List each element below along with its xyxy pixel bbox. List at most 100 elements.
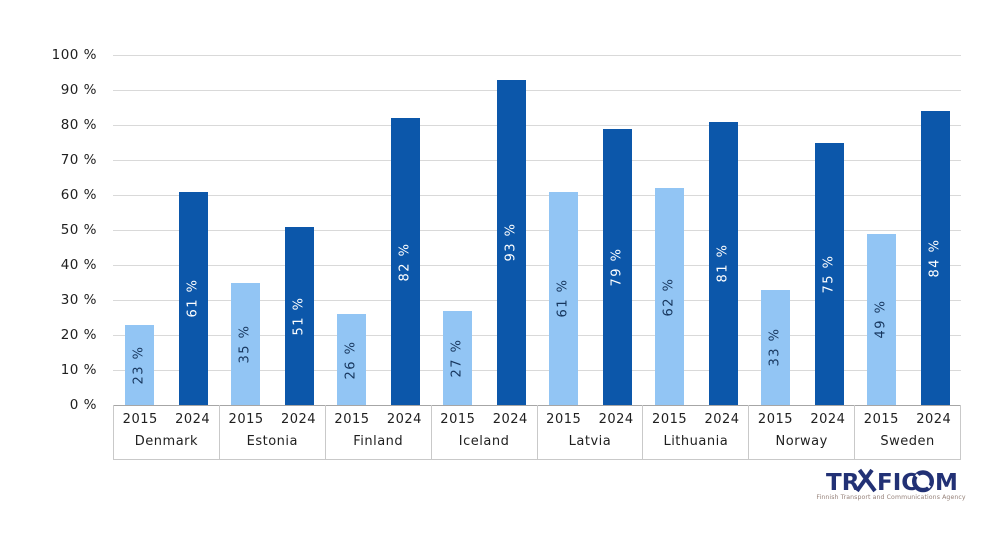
x-axis-cell: 2015 2024 Lithuania <box>642 405 748 459</box>
x-axis-cell: 2015 2024 Estonia <box>218 405 325 459</box>
bar-2024: 61 % <box>178 191 208 405</box>
country-label: Sweden <box>880 434 935 449</box>
x-axis-cell: 2015 2024 Iceland <box>430 405 537 459</box>
y-tick-label: 90 % <box>60 82 97 98</box>
x-axis-cell: 2015 2024 Sweden <box>854 405 961 459</box>
x-axis-cell: 2015 2024 Finland <box>324 405 431 459</box>
plot-area: 23 % 61 % 35 % 51 % 26 % 82 % 27 % 93 % 61 % 79 %… <box>113 55 961 406</box>
gridline <box>113 300 961 301</box>
country-label: Finland <box>353 434 404 449</box>
year-label: 2015 <box>334 412 370 427</box>
y-axis: 100 % 90 % 80 % 70 % 60 % 50 % 40 % 30 % 20 % 10 … <box>0 47 97 413</box>
bar-2015: 33 % <box>760 289 790 405</box>
x-axis: 2015 2024 Denmark 2015 2024 Estonia 2015 2024 Fi… <box>113 405 961 460</box>
bar-2024: 75 % <box>814 142 844 405</box>
bar-2024: 51 % <box>284 226 314 405</box>
logo-stylized-a-icon <box>855 468 877 493</box>
year-label: 2024 <box>598 412 634 427</box>
bar-2015: 61 % <box>548 191 578 405</box>
year-label: 2015 <box>863 412 899 427</box>
logo-text-tr: TR <box>826 470 860 495</box>
bar-group: 27 % 93 % <box>431 55 537 405</box>
gridline <box>113 90 961 91</box>
country-label: Estonia <box>246 434 298 449</box>
year-labels: 2015 2024 <box>749 412 854 427</box>
y-tick-label: 40 % <box>60 257 97 273</box>
year-label: 2024 <box>810 412 846 427</box>
year-label: 2015 <box>122 412 158 427</box>
bar-value-label: 62 % <box>661 276 677 317</box>
bar-group: 33 % 75 % <box>749 55 855 405</box>
year-label: 2015 <box>652 412 688 427</box>
logo-text-fic: FIC <box>877 470 918 495</box>
year-labels: 2015 2024 <box>855 412 960 427</box>
year-label: 2015 <box>228 412 264 427</box>
bar-value-label: 26 % <box>343 339 359 380</box>
x-axis-cell: 2015 2024 Norway <box>748 405 854 459</box>
gridline <box>113 55 961 56</box>
bar-2024: 93 % <box>496 79 526 405</box>
bar-value-label: 61 % <box>185 278 201 318</box>
bar-2015: 35 % <box>230 282 260 405</box>
bar-2015: 27 % <box>442 310 472 405</box>
bar-value-label: 61 % <box>555 278 571 318</box>
year-labels: 2015 2024 <box>220 412 325 427</box>
year-labels: 2015 2024 <box>432 412 537 427</box>
year-labels: 2015 2024 <box>326 412 431 427</box>
bar-2024: 84 % <box>920 111 950 405</box>
gridline <box>113 125 961 126</box>
x-axis-cell: 2015 2024 Latvia <box>536 405 643 459</box>
y-tick-label: 50 % <box>60 222 97 238</box>
gridline <box>113 195 961 196</box>
year-labels: 2015 2024 <box>114 412 219 427</box>
bar-2015: 49 % <box>866 233 896 405</box>
year-label: 2024 <box>916 412 952 427</box>
y-tick-label: 30 % <box>60 292 97 308</box>
gridline <box>113 230 961 231</box>
y-tick-label: 0 % <box>69 397 97 413</box>
y-tick-label: 100 % <box>51 47 97 63</box>
bar-value-label: 27 % <box>449 338 465 378</box>
bar-value-label: 81 % <box>715 243 731 283</box>
bar-value-label: 79 % <box>609 247 625 287</box>
bar-2015: 23 % <box>124 324 154 405</box>
year-label: 2024 <box>280 412 317 427</box>
bar-value-label: 82 % <box>397 241 413 282</box>
bar-value-label: 75 % <box>821 254 837 294</box>
y-tick-label: 60 % <box>60 187 97 203</box>
x-axis-cell: 2015 2024 Denmark <box>113 405 219 459</box>
y-tick-label: 20 % <box>60 327 97 343</box>
bar-2024: 82 % <box>390 118 420 405</box>
bar-value-label: 35 % <box>237 324 253 364</box>
bar-value-label: 51 % <box>291 296 307 336</box>
country-label: Lithuania <box>663 434 729 449</box>
bar-group: 62 % 81 % <box>643 55 749 405</box>
gridline <box>113 335 961 336</box>
bar-value-label: 49 % <box>873 299 889 339</box>
y-tick-label: 10 % <box>60 362 97 378</box>
bar-2024: 79 % <box>602 128 632 405</box>
logo-text-m: M <box>935 470 958 495</box>
bar-group: 49 % 84 % <box>855 55 961 405</box>
year-label: 2024 <box>492 412 528 427</box>
bar-2015: 62 % <box>654 188 684 405</box>
year-label: 2024 <box>704 412 740 427</box>
year-labels: 2015 2024 <box>538 412 643 427</box>
y-tick-label: 80 % <box>60 117 97 133</box>
bar-group: 23 % 61 % <box>113 55 219 405</box>
y-tick-label: 70 % <box>60 152 97 168</box>
bar-value-label: 33 % <box>767 327 783 367</box>
bar-value-label: 93 % <box>503 222 519 262</box>
traficom-logo: TR FIC M Finnish Transport and Communica… <box>816 466 966 501</box>
gridline <box>113 370 961 371</box>
gridline <box>113 265 961 266</box>
bar-group: 26 % 82 % <box>325 55 431 405</box>
year-label: 2015 <box>546 412 582 427</box>
year-label: 2015 <box>440 412 476 427</box>
bar-group: 35 % 51 % <box>219 55 325 405</box>
country-label: Denmark <box>134 434 199 449</box>
country-label: Latvia <box>568 434 612 449</box>
logo-stylized-o-icon <box>911 470 934 493</box>
logo-tagline: Finnish Transport and Communications Age… <box>816 494 966 501</box>
country-label: Norway <box>775 434 828 449</box>
